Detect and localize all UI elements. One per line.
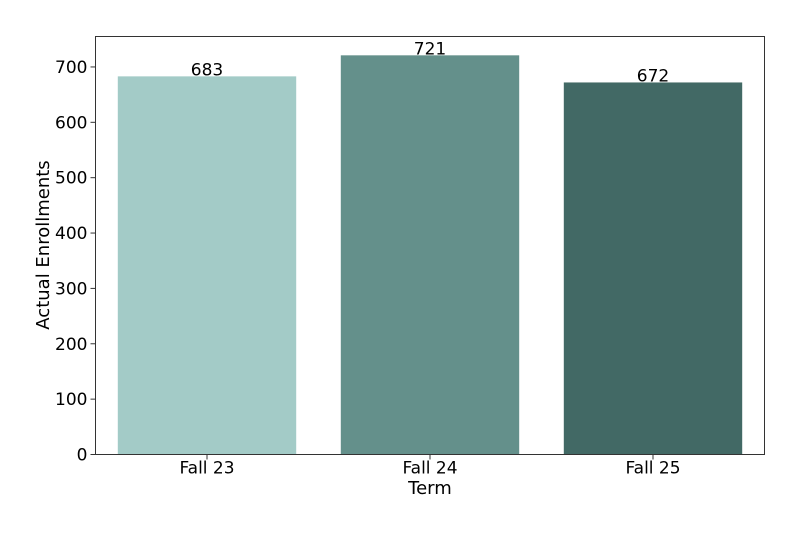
y-tick-label: 600 bbox=[55, 113, 87, 133]
x-tick-label: Fall 24 bbox=[402, 459, 457, 479]
bar-fall-24 bbox=[340, 55, 520, 455]
bar-fall-23 bbox=[117, 76, 297, 455]
y-tick-label: 300 bbox=[55, 279, 87, 299]
y-axis-label: Actual Enrollments bbox=[33, 160, 54, 329]
data-labels-group: 683 721 672 bbox=[191, 39, 669, 86]
data-label: 721 bbox=[414, 39, 446, 59]
bar-fall-25 bbox=[563, 82, 743, 455]
x-axis: Fall 23 Fall 24 Fall 25 bbox=[179, 454, 681, 479]
x-tick-label: Fall 23 bbox=[179, 459, 234, 479]
y-axis: 0 100 200 300 400 500 600 700 bbox=[55, 58, 96, 466]
data-label: 683 bbox=[191, 60, 223, 80]
y-tick-label: 700 bbox=[55, 58, 87, 78]
y-tick-label: 200 bbox=[55, 335, 87, 355]
data-label: 672 bbox=[637, 66, 669, 86]
x-tick-label: Fall 25 bbox=[625, 459, 680, 479]
y-tick-label: 100 bbox=[55, 390, 87, 410]
y-tick-label: 500 bbox=[55, 169, 87, 189]
bars-group bbox=[117, 55, 743, 455]
x-axis-label: Term bbox=[407, 478, 452, 499]
y-tick-label: 400 bbox=[55, 224, 87, 244]
y-tick-label: 0 bbox=[77, 446, 88, 466]
